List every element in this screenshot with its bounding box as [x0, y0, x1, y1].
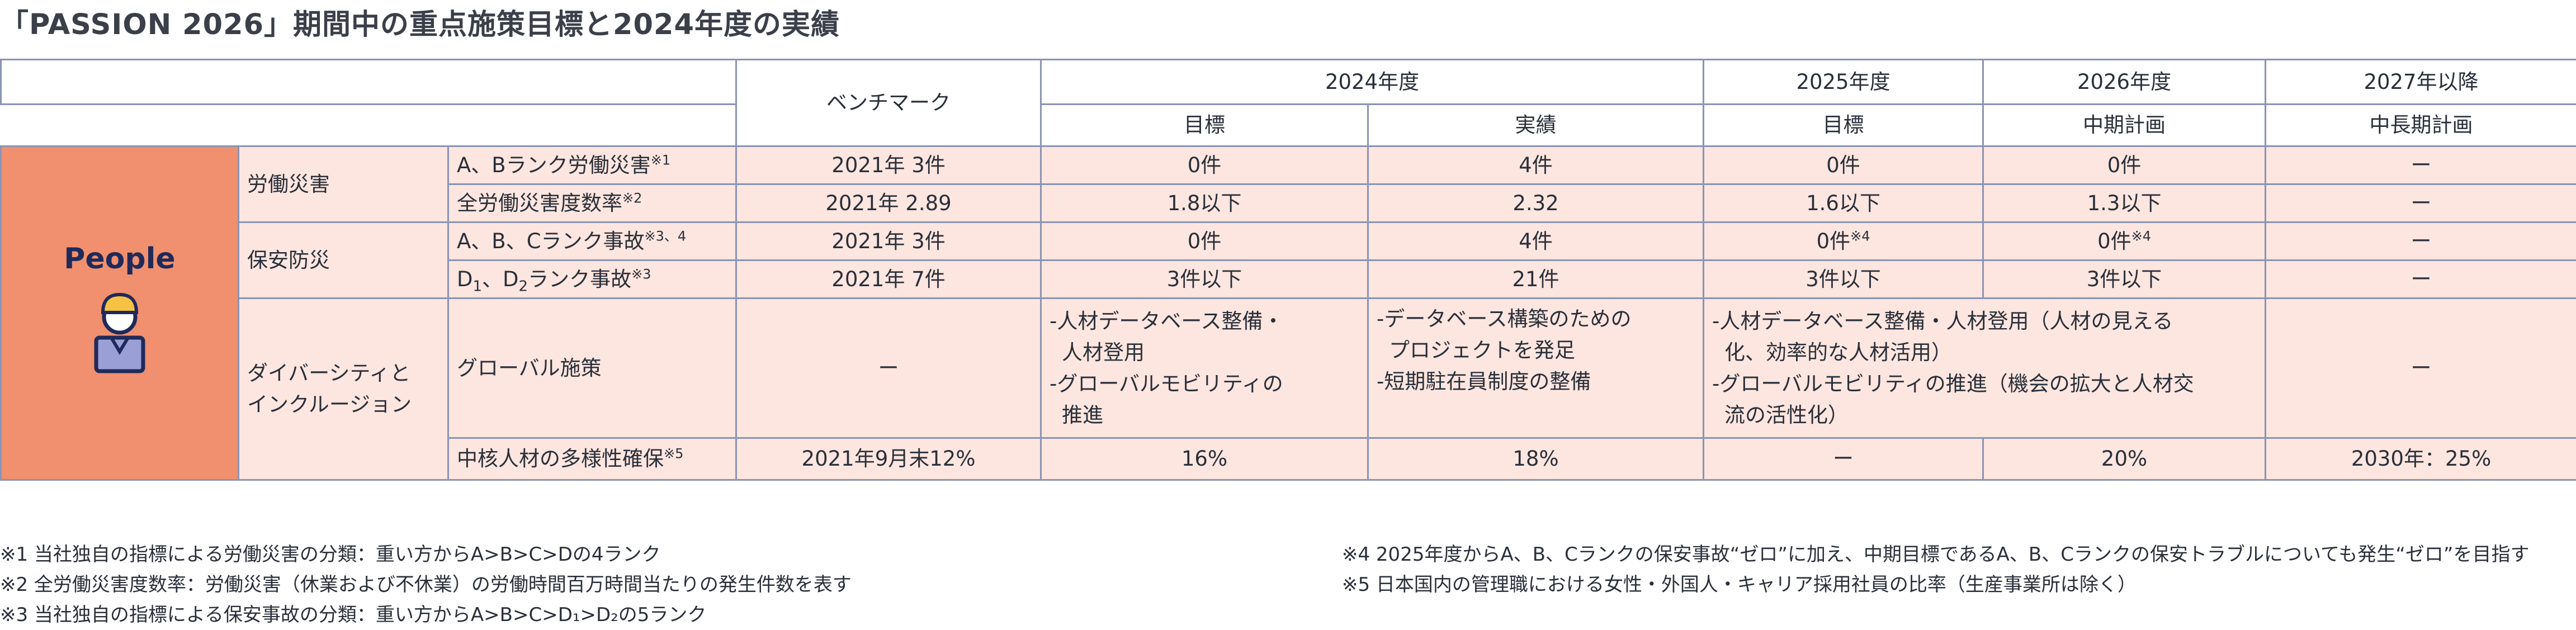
- cell: ー: [2265, 297, 2576, 439]
- cell: 3件以下: [1982, 259, 2267, 299]
- cell: ー: [2265, 145, 2576, 185]
- cell: 0件※4: [1703, 221, 1984, 261]
- cell: 16%: [1040, 437, 1369, 481]
- header-2025: 2025年度: [1703, 59, 1984, 105]
- cell: 1.3以下: [1982, 183, 2267, 223]
- people-label: People: [64, 242, 176, 276]
- item-labor-rate: 全労働災害度数率※2: [447, 183, 738, 223]
- category-diversity: ダイバーシティと インクルージョン: [238, 297, 449, 481]
- footnote: ※5 日本国内の管理職における女性・外国人・キャリア採用社員の比率（生産事業所は…: [1342, 574, 2137, 596]
- cell: 0件: [1703, 145, 1984, 185]
- header-empty-2: [1, 104, 738, 147]
- cell: 21件: [1367, 259, 1705, 299]
- people-category: People: [0, 145, 239, 481]
- person-icon: [81, 285, 159, 383]
- category-labor: 労働災害: [238, 145, 449, 223]
- cell: 18%: [1367, 437, 1705, 481]
- cell: 3件以下: [1703, 259, 1984, 299]
- cell: 0件※4: [1982, 221, 2267, 261]
- cell: 2021年 3件: [735, 145, 1042, 185]
- targets-table: ベンチマーク 2024年度 2025年度 2026年度 2027年以降 目標 実…: [0, 59, 2576, 481]
- footnote: ※2 全労働災害度数率：労働災害（休業および不休業）の労働時間百万時間当たりの発…: [0, 574, 852, 596]
- cell: 0件: [1040, 221, 1369, 261]
- header-2026-midplan: 中期計画: [1982, 103, 2267, 147]
- cell: ー: [1703, 437, 1984, 481]
- cell: ー: [2265, 183, 2576, 223]
- cell: 1.8以下: [1040, 183, 1369, 223]
- cell: 2021年9月末12%: [735, 437, 1042, 481]
- footnote: ※4 2025年度からA、B、Cランクの保安事故“ゼロ”に加え、中期目標であるA…: [1342, 543, 2530, 566]
- footnotes-left: ※1 当社独自の指標による労働災害の分類：重い方からA>B>C>Dの4ランク ※…: [0, 539, 852, 630]
- cell: 2030年：25%: [2265, 437, 2576, 481]
- header-2025-target: 目標: [1703, 103, 1984, 147]
- item-global: グローバル施策: [447, 297, 738, 439]
- cell: 3件以下: [1040, 259, 1369, 299]
- item-labor-ab: A、Bランク労働災害※1: [447, 145, 738, 185]
- cell: 4件: [1367, 145, 1705, 185]
- cell: ー: [2265, 221, 2576, 261]
- cell: 2021年 7件: [735, 259, 1042, 299]
- item-safety-abc: A、B、Cランク事故※3、4: [447, 221, 738, 261]
- cell-global-target: -人材データベース整備・ 人材登用 -グローバルモビリティの 推進: [1040, 297, 1369, 439]
- header-2027-longplan: 中長期計画: [2265, 103, 2576, 147]
- header-2024-target: 目標: [1040, 103, 1369, 147]
- page-title: 「PASSION 2026」期間中の重点施策目標と2024年度の実績: [0, 8, 840, 41]
- category-safety: 保安防災: [238, 221, 449, 299]
- header-empty: [0, 59, 738, 105]
- cell: 2021年 3件: [735, 221, 1042, 261]
- cell-global-plan: -人材データベース整備・人材登用（人材の見える 化、効率的な人材活用） -グロー…: [1703, 297, 2267, 439]
- header-benchmark: ベンチマーク: [735, 59, 1042, 147]
- cell: 20%: [1982, 437, 2267, 481]
- item-core-diversity: 中核人材の多様性確保※5: [447, 437, 738, 481]
- cell-global-actual: -データベース構築のための プロジェクトを発足 -短期駐在員制度の整備: [1367, 297, 1705, 439]
- footnote: ※3 当社独自の指標による保安事故の分類：重い方からA>B>C>D₁>D₂の5ラ…: [0, 604, 707, 626]
- cell: 4件: [1367, 221, 1705, 261]
- footnote: ※1 当社独自の指標による労働災害の分類：重い方からA>B>C>Dの4ランク: [0, 543, 661, 566]
- footnotes-right: ※4 2025年度からA、B、Cランクの保安事故“ゼロ”に加え、中期目標であるA…: [1342, 539, 2530, 600]
- header-2024: 2024年度: [1040, 59, 1705, 105]
- header-2024-actual: 実績: [1367, 103, 1705, 147]
- header-2026: 2026年度: [1982, 59, 2267, 105]
- header-2027: 2027年以降: [2265, 59, 2576, 105]
- cell: 2021年 2.89: [735, 183, 1042, 223]
- cell: 0件: [1040, 145, 1369, 185]
- cell: 1.6以下: [1703, 183, 1984, 223]
- cell: ー: [735, 297, 1042, 439]
- cell: ー: [2265, 259, 2576, 299]
- cell: 0件: [1982, 145, 2267, 185]
- cell: 2.32: [1367, 183, 1705, 223]
- item-safety-d: D1、D2ランク事故※3: [447, 259, 738, 299]
